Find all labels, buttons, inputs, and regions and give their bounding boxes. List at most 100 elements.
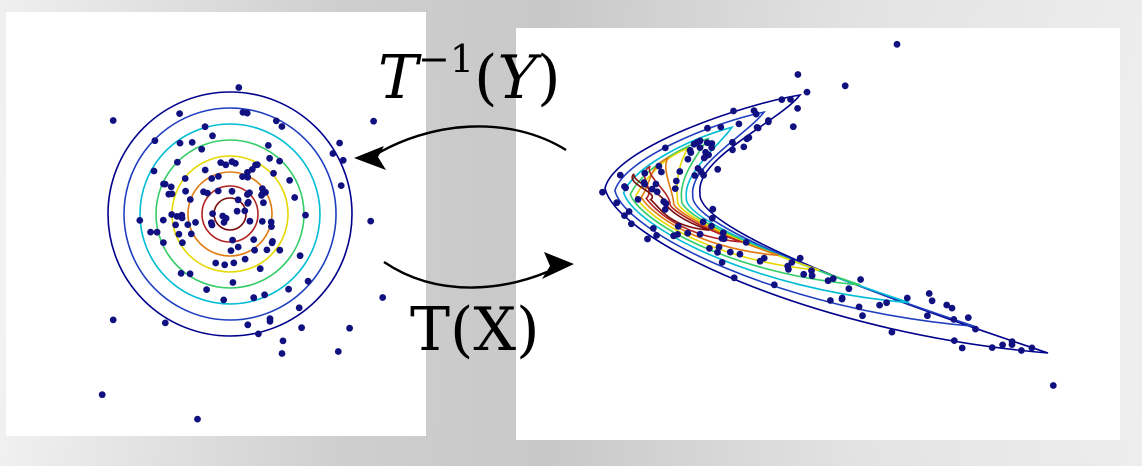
banana-sample-point — [743, 239, 750, 246]
gaussian-contour-8 — [214, 198, 246, 230]
gaussian-sample-point — [379, 294, 386, 301]
gaussian-sample-point — [235, 84, 242, 91]
gaussian-sample-point — [182, 175, 189, 182]
gaussian-sample-point — [187, 196, 194, 203]
gaussian-sample-point — [244, 169, 251, 176]
gaussian-sample-point — [160, 217, 167, 224]
gaussian-sample-point — [330, 150, 337, 157]
banana-sample-point — [662, 206, 669, 213]
banana-sample-point — [617, 172, 624, 179]
gaussian-sample-point — [370, 118, 377, 125]
gaussian-sample-point — [259, 185, 266, 192]
gaussian-sample-point — [184, 221, 191, 228]
banana-sample-point — [959, 345, 966, 352]
gaussian-sample-point — [230, 279, 237, 286]
banana-sample-point — [731, 274, 738, 281]
banana-sample-point — [729, 139, 736, 146]
banana-sample-point — [700, 172, 707, 179]
gaussian-sample-point — [174, 159, 181, 166]
gaussian-sample-point — [202, 167, 209, 174]
banana-sample-point — [653, 232, 660, 239]
banana-sample-point — [670, 232, 677, 239]
banana-sample-point — [656, 163, 663, 170]
banana-sample-point — [684, 230, 691, 237]
banana-sample-point — [771, 281, 778, 288]
banana-sample-point — [1018, 347, 1025, 354]
banana-samples — [599, 41, 1057, 389]
banana-sample-point — [649, 186, 656, 193]
banana-sample-point — [808, 267, 815, 274]
banana-sample-point — [950, 316, 957, 323]
gaussian-sample-point — [151, 168, 158, 175]
gaussian-sample-point — [154, 229, 161, 236]
banana-sample-point — [857, 276, 864, 283]
banana-sample-point — [757, 258, 764, 265]
banana-sample-point — [797, 255, 804, 262]
forward-arrow — [384, 262, 556, 288]
gaussian-sample-point — [208, 175, 215, 182]
banana-sample-point — [894, 41, 901, 48]
gaussian-sample-point — [335, 348, 342, 355]
banana-sample-point — [883, 299, 890, 306]
banana-sample-point — [785, 266, 792, 273]
banana-sample-point — [628, 220, 635, 227]
gaussian-sample-point — [286, 177, 293, 184]
banana-sample-point — [662, 145, 669, 152]
gaussian-sample-point — [240, 109, 247, 116]
banana-sample-point — [704, 125, 711, 132]
gaussian-sample-point — [276, 247, 283, 254]
gaussian-sample-point — [209, 210, 216, 217]
gaussian-sample-point — [187, 270, 194, 277]
gaussian-sample-point — [268, 223, 275, 230]
banana-sample-point — [800, 271, 807, 278]
banana-sample-point — [685, 156, 692, 163]
gaussian-sample-point — [250, 236, 257, 243]
gaussian-sample-point — [305, 278, 312, 285]
banana-sample-point — [716, 244, 723, 251]
gaussian-sample-point — [179, 239, 186, 246]
banana-sample-point — [999, 342, 1006, 349]
gaussian-sample-point — [99, 391, 106, 398]
forward-transform-label: T(X) — [410, 300, 540, 360]
banana-sample-point — [709, 206, 716, 213]
gaussian-sample-point — [242, 256, 249, 263]
gaussian-contours — [108, 92, 352, 336]
gaussian-sample-point — [222, 161, 229, 168]
banana-sample-point — [641, 170, 648, 177]
gaussian-contour-3 — [140, 124, 320, 304]
banana-sample-point — [714, 166, 721, 173]
gaussian-sample-point — [298, 324, 305, 331]
gaussian-sample-point — [260, 199, 267, 206]
banana-sample-point — [765, 117, 772, 124]
banana-sample-point — [842, 82, 849, 89]
banana-sample-point — [641, 179, 648, 186]
gaussian-sample-point — [172, 222, 179, 229]
banana-sample-point — [719, 259, 726, 266]
gaussian-sample-point — [223, 215, 230, 222]
gaussian-sample-point — [228, 247, 235, 254]
gaussian-sample-point — [296, 304, 303, 311]
banana-sample-point — [650, 225, 657, 232]
banana-sample-point — [924, 312, 931, 319]
banana-sample-point — [926, 290, 933, 297]
banana-sample-point — [846, 285, 853, 292]
gaussian-sample-point — [338, 182, 345, 189]
banana-sample-point — [676, 168, 683, 175]
gaussian-sample-point — [279, 350, 286, 357]
banana-sample-point — [708, 223, 715, 230]
gaussian-sample-point — [230, 260, 237, 267]
gaussian-sample-point — [270, 170, 277, 177]
banana-sample-point — [673, 178, 680, 185]
gaussian-sample-point — [192, 219, 199, 226]
gaussian-sample-point — [194, 416, 201, 423]
gaussian-sample-point — [273, 118, 280, 125]
banana-sample-point — [989, 344, 996, 351]
gaussian-sample-point — [221, 261, 228, 268]
forward-arrowhead — [542, 252, 574, 279]
banana-sample-point — [795, 71, 802, 78]
gaussian-sample-point — [291, 194, 298, 201]
gaussian-sample-point — [215, 188, 222, 195]
gaussian-sample-point — [251, 247, 258, 254]
gaussian-sample-point — [261, 291, 268, 298]
